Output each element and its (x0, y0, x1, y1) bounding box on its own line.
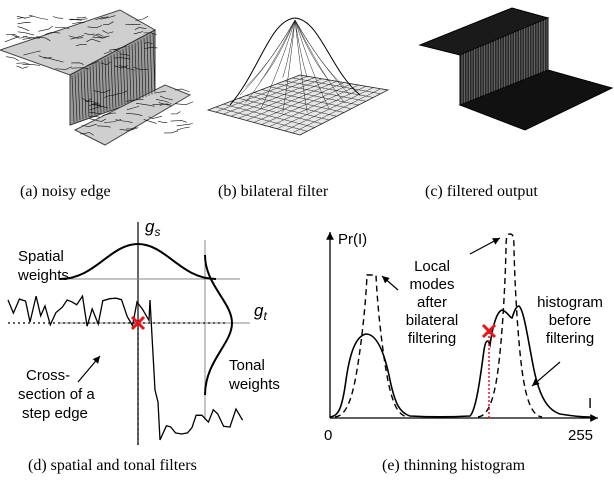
histogram-label-1: histogram (537, 294, 603, 311)
panel-e-thinning-histogram: Pr(I) I 0 255 Local modes after bilatera… (324, 231, 603, 444)
modes-arrow-right (469, 237, 501, 255)
histogram-before-curve (329, 305, 591, 418)
local-modes-right-curve (477, 233, 543, 418)
histogram-label-2: before (549, 312, 592, 329)
red-marker (481, 323, 497, 339)
x-tick-255: 255 (568, 427, 593, 444)
panel-c-filtered-output-plot (418, 7, 614, 131)
caption-e: (e) thinning histogram (382, 457, 526, 474)
y-axis-label: Pr(I) (338, 231, 367, 248)
svg-text:bilateral: bilateral (406, 312, 459, 329)
panel-d-spatial-tonal-filters: gs gt Spatial weights Tonal weights Cros… (7, 217, 280, 445)
histogram-label-3: filtering (546, 330, 594, 347)
cross-section-arrow (77, 355, 101, 383)
svg-text:Local: Local (414, 258, 450, 275)
panel-b-bilateral-filter-plot (206, 17, 390, 136)
panel-a-noisy-edge-plot (0, 9, 194, 146)
cross-section-label-3: step edge (22, 405, 88, 422)
caption-c: (c) filtered output (425, 183, 538, 200)
svg-text:after: after (417, 294, 447, 311)
x-axis-label: I (588, 395, 592, 412)
label-gs: gs (145, 217, 160, 239)
local-modes-label: Local modes after bilateral filtering (406, 258, 459, 347)
cross-section-label-2: section of a (18, 386, 95, 403)
modes-arrow-left (381, 275, 399, 291)
cross-section-label-1: Cross- (26, 367, 70, 384)
caption-a: (a) noisy edge (20, 183, 111, 200)
tonal-weights-label-1: Tonal (229, 357, 265, 374)
caption-b: (b) bilateral filter (218, 183, 329, 200)
label-gt: gt (254, 301, 267, 323)
step-edge-signal (7, 294, 244, 441)
tonal-weights-curve (204, 254, 234, 396)
svg-text:filtering: filtering (408, 330, 456, 347)
histogram-arrow (531, 361, 561, 387)
caption-d: (d) spatial and tonal filters (28, 457, 197, 474)
svg-text:modes: modes (409, 276, 454, 293)
center-pixel-marker (130, 315, 146, 331)
x-tick-0: 0 (324, 427, 332, 444)
local-modes-left-curve (334, 274, 409, 418)
spatial-weights-label-1: Spatial (18, 248, 64, 265)
spatial-weights-curve (59, 242, 217, 280)
spatial-weights-label-2: weights (17, 267, 69, 284)
tonal-weights-label-2: weights (228, 376, 280, 393)
